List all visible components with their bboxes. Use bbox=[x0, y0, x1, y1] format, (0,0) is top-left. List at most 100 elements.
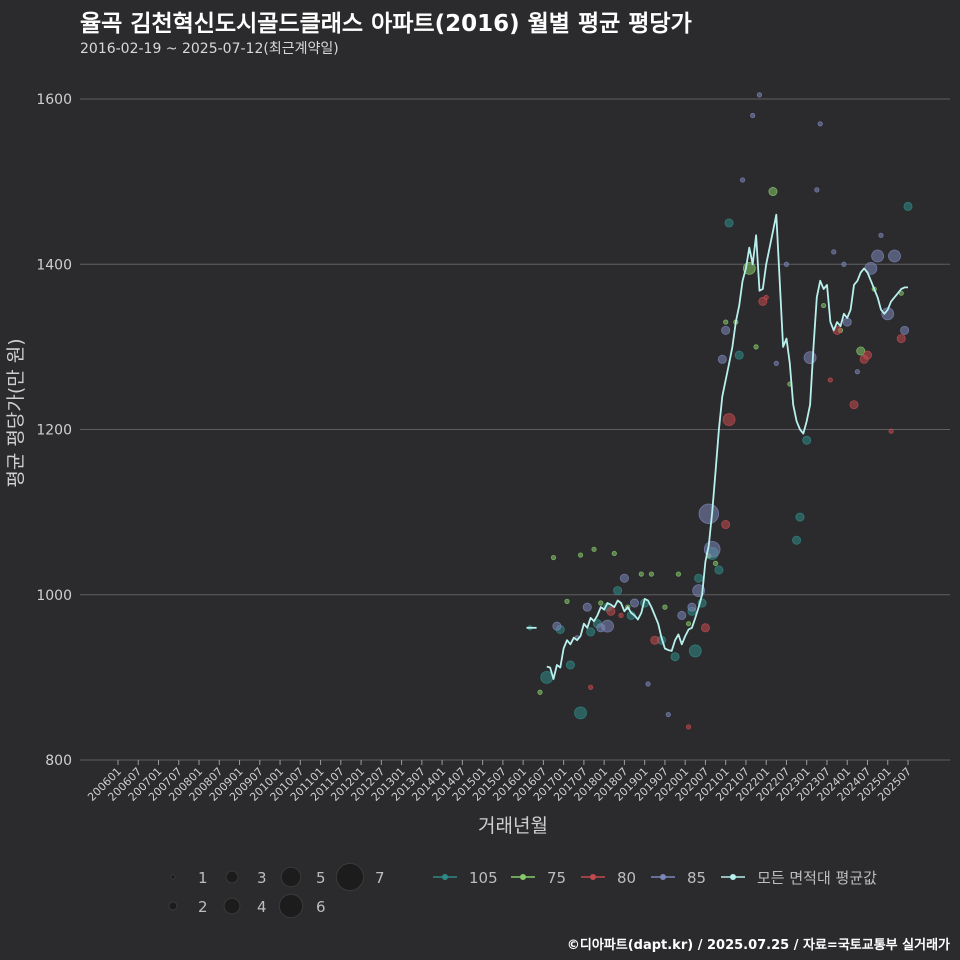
point-75 bbox=[564, 598, 570, 604]
y-tick-label: 1200 bbox=[36, 423, 72, 439]
point-80 bbox=[685, 724, 692, 730]
legend-label-75: 75 bbox=[547, 869, 566, 887]
point-75 bbox=[591, 546, 597, 552]
size-legend-dot bbox=[168, 901, 178, 911]
point-75 bbox=[685, 621, 692, 627]
y-axis: 800 1000 1200 1400 1600 bbox=[36, 92, 72, 769]
point-75 bbox=[537, 689, 543, 695]
point-75 bbox=[662, 604, 668, 610]
point-105 bbox=[734, 350, 744, 360]
point-80 bbox=[827, 377, 833, 383]
point-75 bbox=[712, 560, 719, 566]
point-85 bbox=[665, 711, 671, 718]
point-85 bbox=[717, 354, 727, 364]
point-105 bbox=[792, 535, 802, 545]
legend-dot-85 bbox=[660, 874, 666, 880]
point-80 bbox=[896, 334, 906, 344]
point-105 bbox=[613, 586, 623, 596]
point-85 bbox=[677, 610, 687, 620]
average-line-segment bbox=[546, 213, 908, 680]
point-75 bbox=[638, 571, 644, 577]
color-legend: 105 75 80 85 모든 면적대 평균값 bbox=[433, 869, 877, 887]
size-legend-label: 3 bbox=[257, 869, 267, 887]
point-85 bbox=[721, 325, 731, 335]
legend-label-105: 105 bbox=[469, 869, 498, 887]
average-line bbox=[526, 213, 908, 680]
point-85 bbox=[773, 360, 779, 366]
point-75 bbox=[675, 571, 682, 577]
point-85 bbox=[630, 598, 640, 608]
point-80 bbox=[862, 350, 872, 360]
point-80 bbox=[650, 635, 660, 645]
size-legend: 1 2 3 4 5 6 7 bbox=[168, 862, 385, 919]
point-80 bbox=[763, 294, 769, 300]
legend-dot-avg bbox=[730, 874, 736, 880]
point-85 bbox=[814, 187, 820, 193]
point-85 bbox=[739, 177, 746, 183]
point-75 bbox=[550, 554, 557, 561]
point-85 bbox=[817, 121, 823, 127]
point-75 bbox=[577, 552, 584, 558]
point-85 bbox=[756, 92, 763, 98]
size-legend-label: 1 bbox=[198, 869, 208, 887]
scatter-points bbox=[527, 92, 913, 730]
legend-dot-80 bbox=[590, 874, 596, 880]
point-105 bbox=[670, 652, 680, 662]
point-85 bbox=[803, 351, 817, 365]
y-tick-label: 800 bbox=[45, 753, 72, 769]
chart-title: 율곡 김천혁신도시골드클래스 아파트(2016) 월별 평균 평당가 bbox=[80, 11, 692, 37]
point-85 bbox=[871, 249, 885, 263]
point-85 bbox=[552, 621, 562, 631]
point-85 bbox=[783, 261, 790, 267]
point-75 bbox=[648, 571, 655, 577]
point-80 bbox=[888, 428, 894, 434]
size-legend-dot bbox=[280, 866, 302, 888]
size-legend-dot bbox=[223, 897, 241, 915]
point-105 bbox=[714, 565, 724, 575]
size-legend-label: 4 bbox=[257, 898, 267, 916]
point-85 bbox=[831, 249, 837, 255]
point-105 bbox=[688, 644, 702, 658]
legend-dot-105 bbox=[442, 874, 448, 880]
x-axis-label: 거래년월 bbox=[478, 815, 548, 837]
point-85 bbox=[687, 602, 697, 612]
size-legend-dot bbox=[278, 893, 304, 919]
point-80 bbox=[722, 413, 736, 426]
y-tick-label: 1600 bbox=[36, 92, 72, 108]
point-80 bbox=[606, 606, 616, 616]
point-85 bbox=[750, 112, 756, 119]
size-legend-label: 6 bbox=[316, 898, 326, 916]
point-75 bbox=[598, 600, 604, 606]
point-80 bbox=[849, 400, 859, 410]
chart-subtitle: 2016-02-19 ~ 2025-07-12(최근계약일) bbox=[80, 41, 339, 57]
size-legend-dot bbox=[225, 870, 239, 884]
point-85 bbox=[854, 369, 860, 375]
point-105 bbox=[574, 706, 587, 720]
point-105 bbox=[802, 435, 812, 445]
point-80 bbox=[700, 623, 710, 633]
point-80 bbox=[618, 612, 624, 619]
gridlines bbox=[80, 98, 950, 761]
size-legend-label: 7 bbox=[375, 869, 385, 887]
point-105 bbox=[795, 512, 805, 522]
point-80 bbox=[721, 520, 731, 530]
point-85 bbox=[900, 325, 910, 335]
point-75 bbox=[753, 344, 759, 350]
point-105 bbox=[586, 627, 596, 637]
legend-label-avg: 모든 면적대 평균값 bbox=[757, 869, 877, 887]
point-80 bbox=[588, 684, 594, 690]
point-105 bbox=[694, 573, 704, 583]
point-85 bbox=[645, 681, 651, 687]
point-75 bbox=[723, 319, 729, 325]
point-105 bbox=[724, 218, 734, 228]
point-75 bbox=[856, 346, 866, 356]
size-legend-label: 2 bbox=[198, 898, 208, 916]
legend-label-80: 80 bbox=[617, 869, 636, 887]
y-axis-label: 평균 평당가(만 원) bbox=[5, 338, 27, 487]
point-75 bbox=[768, 187, 778, 197]
point-85 bbox=[842, 317, 852, 327]
point-85 bbox=[582, 602, 592, 612]
point-85 bbox=[619, 573, 629, 583]
point-105 bbox=[565, 660, 575, 670]
legend-label-85: 85 bbox=[687, 869, 706, 887]
